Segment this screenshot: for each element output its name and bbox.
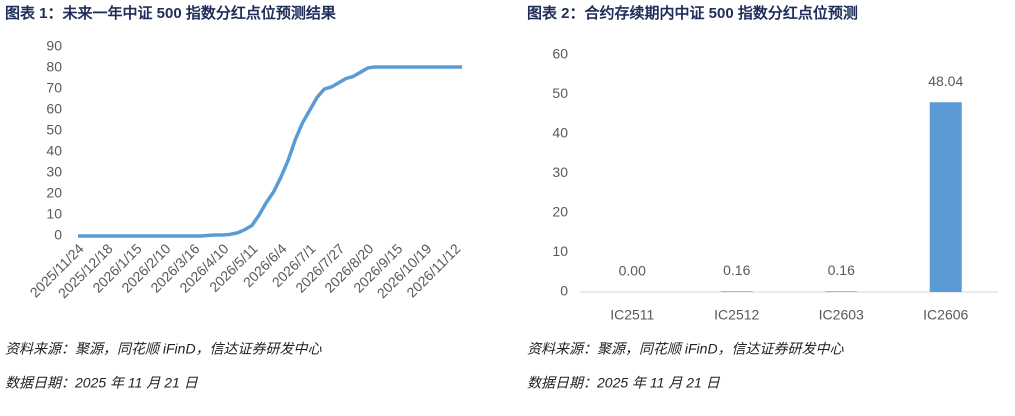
y-tick-label: 0 [560, 283, 568, 299]
y-tick-label: 90 [46, 38, 62, 54]
source-note: 数据日期：2025 年 11 月 21 日 [5, 375, 199, 391]
bar [720, 291, 753, 292]
value-label: 0.16 [828, 262, 855, 278]
y-tick-label: 0 [54, 227, 62, 243]
value-label: 0.00 [619, 263, 646, 279]
y-tick-label: 50 [552, 85, 568, 101]
y-tick-label: 60 [552, 46, 568, 62]
source-note: 资料来源：聚源，同花顺 iFinD，信达证券研发中心 [5, 341, 323, 357]
x-tick-label: IC2511 [610, 307, 654, 323]
value-label: 48.04 [928, 73, 963, 89]
y-tick-label: 80 [46, 59, 62, 75]
y-tick-label: 10 [46, 206, 62, 222]
line [78, 65, 462, 238]
y-tick-label: 70 [46, 80, 62, 96]
value-label: 0.16 [723, 262, 750, 278]
source-note: 资料来源：聚源，同花顺 iFinD，信达证券研发中心 [527, 341, 845, 357]
y-tick-label: 30 [46, 164, 62, 180]
x-tick-label: IC2606 [923, 307, 968, 323]
source-note: 数据日期：2025 年 11 月 21 日 [527, 375, 721, 391]
x-tick-label: IC2603 [819, 307, 864, 323]
chart-title: 图表 1：未来一年中证 500 指数分红点位预测结果 [5, 4, 337, 22]
x-tick-label: IC2512 [714, 307, 759, 323]
y-tick-label: 20 [552, 204, 568, 220]
y-tick-label: 10 [552, 243, 568, 259]
chart-title: 图表 2：合约存续期内中证 500 指数分红点位预测 [527, 4, 858, 22]
bar [825, 291, 858, 292]
y-tick-label: 40 [46, 143, 62, 159]
y-tick-label: 30 [552, 164, 568, 180]
y-tick-label: 20 [46, 185, 62, 201]
y-tick-label: 50 [46, 122, 62, 138]
y-tick-label: 40 [552, 125, 568, 141]
bar [929, 102, 962, 292]
y-tick-label: 60 [46, 101, 62, 117]
